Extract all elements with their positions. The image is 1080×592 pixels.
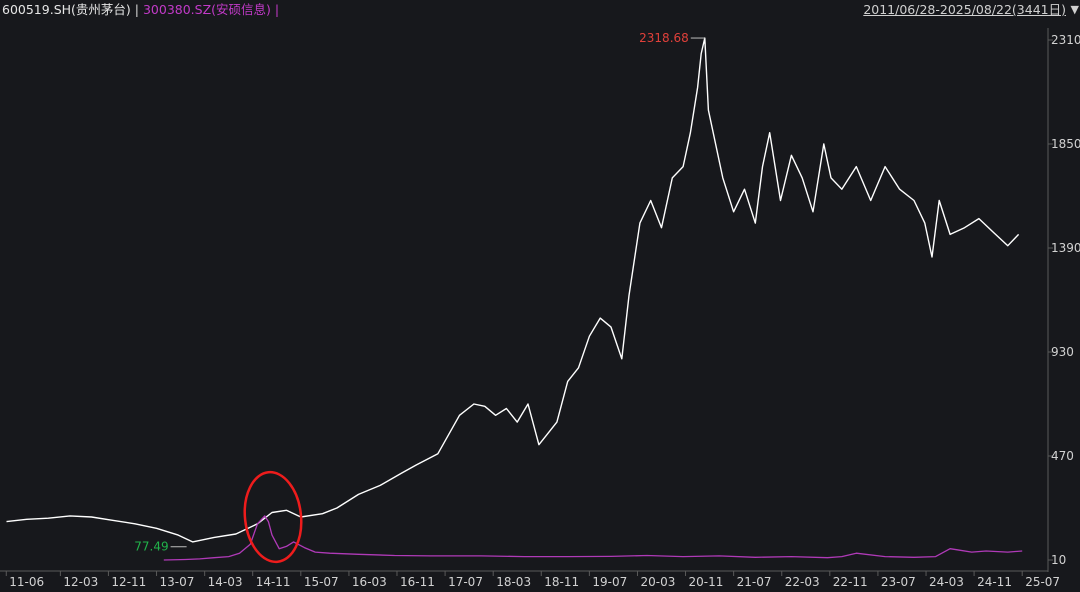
y-tick-label: 1390 — [1051, 241, 1080, 255]
legend-separator: | — [134, 2, 139, 17]
legend-separator-2: | — [274, 2, 280, 17]
x-tick-label: 24-11 — [977, 575, 1012, 589]
chart-header: 600519.SH(贵州茅台) | 300380.SZ(安硕信息) | 2011… — [0, 0, 1080, 20]
x-tick-label: 14-11 — [256, 575, 291, 589]
y-tick-label: 930 — [1051, 345, 1074, 359]
x-tick-label: 19-07 — [592, 575, 627, 589]
x-tick-label: 18-11 — [544, 575, 579, 589]
x-tick-label: 21-07 — [737, 575, 772, 589]
x-tick-label: 20-03 — [640, 575, 675, 589]
x-tick-label: 12-11 — [111, 575, 146, 589]
x-tick-label: 20-11 — [689, 575, 724, 589]
y-tick-label: 1850 — [1051, 137, 1080, 151]
series2-label: 300380.SZ(安硕信息) — [142, 2, 271, 17]
min-value-label: 77.49 — [134, 540, 168, 554]
highlight-circle — [243, 470, 303, 564]
x-tick-label: 18-03 — [496, 575, 531, 589]
x-tick-label: 16-03 — [352, 575, 387, 589]
series-legend: 600519.SH(贵州茅台) | 300380.SZ(安硕信息) | — [2, 0, 279, 20]
series-lines — [6, 37, 1023, 561]
date-range-selector[interactable]: 2011/06/28-2025/08/22(3441日) — [863, 2, 1066, 17]
x-tick-label: 23-07 — [881, 575, 916, 589]
x-tick-label: 16-11 — [400, 575, 435, 589]
y-tick-label: 470 — [1051, 449, 1074, 463]
x-tick-label: 25-07 — [1025, 575, 1060, 589]
x-tick-label: 14-03 — [208, 575, 243, 589]
x-tick-label: 15-07 — [304, 575, 339, 589]
x-tick-label: 11-06 — [9, 575, 44, 589]
x-tick-label: 17-07 — [448, 575, 483, 589]
series1-label: 600519.SH(贵州茅台) — [2, 2, 131, 17]
annotations: 2318.68 77.49 — [134, 31, 705, 554]
y-tick-label: 10 — [1051, 553, 1066, 567]
x-tick-label: 22-03 — [785, 575, 820, 589]
x-tick-label: 13-07 — [160, 575, 195, 589]
x-tick-label: 24-03 — [929, 575, 964, 589]
axes: 2310 1850 1390 930 470 10 11-06 12-03 12-11 13-07… — [0, 28, 1080, 589]
triangle-down-icon[interactable]: ▼ — [1070, 3, 1079, 16]
series-line-600519 — [6, 37, 1020, 543]
x-tick-label: 12-03 — [63, 575, 98, 589]
series-line-300380 — [163, 515, 1023, 561]
y-tick-label: 2310 — [1051, 33, 1080, 47]
x-tick-label: 22-11 — [833, 575, 868, 589]
max-value-label: 2318.68 — [639, 31, 689, 45]
